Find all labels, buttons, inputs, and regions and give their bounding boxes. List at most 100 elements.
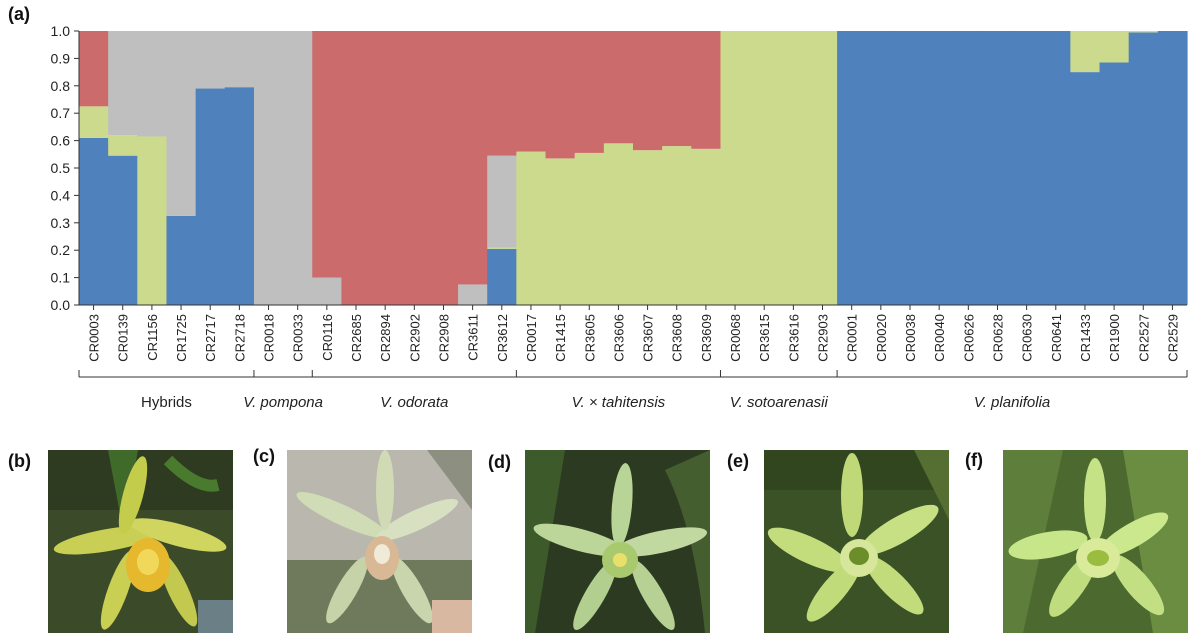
x-tick-label: CR3615 — [757, 314, 772, 362]
bar-segment-gray — [253, 31, 284, 305]
panel-label-c: (c) — [253, 446, 275, 466]
x-tick-label: CR2894 — [378, 314, 393, 362]
bar-segment-blue — [1070, 72, 1101, 305]
bar-segment-blue — [982, 31, 1013, 305]
x-tick-label: CR2685 — [349, 314, 364, 362]
bar-segment-blue — [1128, 32, 1159, 306]
x-tick-label: CR0038 — [903, 314, 918, 362]
bar-segment-green — [1099, 31, 1130, 63]
x-tick-label: CR0033 — [291, 314, 306, 362]
bar-segment-blue — [1012, 31, 1042, 305]
x-tick-label: CR3611 — [466, 314, 481, 361]
bar-segment-red — [79, 31, 109, 107]
bar-segment-green — [574, 152, 605, 305]
panel-label-f: (f) — [965, 450, 983, 470]
x-tick-label: CR0068 — [728, 314, 743, 362]
x-tick-label: CR0630 — [1020, 314, 1035, 362]
x-tick-label: CR2718 — [232, 314, 247, 362]
bar-segment-green — [720, 31, 751, 305]
bar-segment-red — [691, 31, 722, 149]
x-tick-label: CR3609 — [699, 314, 714, 362]
bar-segment-gray — [458, 284, 488, 305]
bar-segment-green — [516, 151, 547, 305]
bar-segment-red — [633, 31, 663, 151]
bar-segment-gray — [137, 31, 168, 137]
y-tick-label: 1.0 — [51, 23, 71, 39]
bar-segment-red — [341, 31, 372, 305]
bar-segment-blue — [953, 31, 984, 305]
bar-segment-gray — [166, 31, 197, 216]
bar-segment-blue — [866, 31, 897, 305]
x-tick-label: CR3605 — [582, 314, 597, 362]
bar-segment-gray — [312, 277, 343, 305]
bar-segment-red — [428, 31, 459, 305]
bar-segment-red — [487, 31, 517, 156]
x-tick-label: CR1156 — [145, 314, 160, 361]
group-label: V. odorata — [380, 394, 448, 411]
bar-segment-gray — [487, 155, 517, 248]
bar-segment-green — [1128, 31, 1159, 33]
bar-segment-blue — [1041, 31, 1071, 305]
bar-segment-gray — [224, 31, 255, 88]
bar-segment-green — [749, 31, 780, 305]
x-tick-label: CR2902 — [407, 314, 422, 362]
x-tick-label: CR0626 — [961, 314, 976, 362]
flower-photo-b — [48, 450, 233, 633]
x-tick-label: CR0628 — [990, 314, 1005, 362]
x-tick-label: CR2529 — [1165, 314, 1180, 362]
x-tick-label: CR1725 — [174, 314, 189, 362]
flower-photo-e — [764, 450, 949, 633]
bar-segment-blue — [79, 137, 109, 305]
x-tick-label: CR0001 — [845, 314, 860, 362]
x-tick-label: CR1900 — [1107, 314, 1122, 362]
x-tick-label: CR2717 — [203, 314, 218, 362]
x-tick-label: CR0020 — [874, 314, 889, 362]
bar-segment-green — [545, 158, 576, 305]
bar-segment-blue — [1157, 31, 1188, 305]
x-tick-label: CR2527 — [1136, 314, 1151, 362]
flower-photo-d — [525, 450, 710, 633]
y-tick-label: 0.5 — [51, 160, 71, 176]
bar-segment-blue — [108, 155, 138, 305]
x-tick-label: CR2903 — [816, 314, 831, 362]
x-tick-label: CR3616 — [786, 314, 801, 362]
x-tick-label: CR0003 — [87, 314, 102, 362]
bar-segment-red — [574, 31, 605, 153]
x-tick-label: CR3607 — [641, 314, 656, 362]
group-label: V. × tahitensis — [572, 394, 666, 411]
group-label: V. planifolia — [974, 394, 1050, 411]
bar-segment-red — [603, 31, 634, 144]
structure-bar-chart: 0.0 0.1 0.2 0.3 0.4 0.5 0.6 0.7 0.8 0.9 1.0 CR0003 C… — [51, 23, 1188, 411]
bar-segment-green — [108, 135, 138, 156]
group-label: Hybrids — [141, 394, 192, 411]
bar-segment-blue — [487, 248, 517, 305]
bar-segment-green — [137, 136, 168, 305]
y-tick-label: 0.8 — [51, 78, 71, 94]
bar-segment-green — [487, 247, 517, 249]
bar-segment-blue — [895, 31, 926, 305]
x-tick-label: CR3612 — [495, 314, 510, 362]
y-tick-label: 0.9 — [51, 50, 71, 66]
panel-label-b: (b) — [8, 451, 31, 471]
x-tick-label: CR0040 — [932, 314, 947, 362]
y-tick-label: 0.2 — [51, 242, 71, 258]
bar-segment-blue — [837, 31, 867, 305]
flower-photo-c — [287, 450, 472, 633]
y-tick-label: 0.1 — [51, 270, 71, 286]
bar-segment-gray — [195, 31, 226, 89]
x-tick-label: CR2908 — [436, 314, 451, 362]
bar-segment-green — [778, 31, 809, 305]
bar-segment-red — [399, 31, 430, 305]
bar-segment-blue — [195, 88, 226, 305]
bar-segment-green — [633, 150, 663, 305]
flower-photo-f — [1003, 450, 1188, 633]
x-tick-label: CR3606 — [611, 314, 626, 362]
y-tick-label: 0.6 — [51, 133, 71, 149]
bar-segment-green — [807, 31, 838, 305]
x-tick-label: CR3608 — [670, 314, 685, 362]
x-tick-label: CR0139 — [116, 314, 131, 362]
y-tick-label: 0.3 — [51, 215, 71, 231]
bar-segment-red — [545, 31, 576, 159]
bar-segment-green — [603, 143, 634, 305]
bar-segment-red — [662, 31, 692, 147]
